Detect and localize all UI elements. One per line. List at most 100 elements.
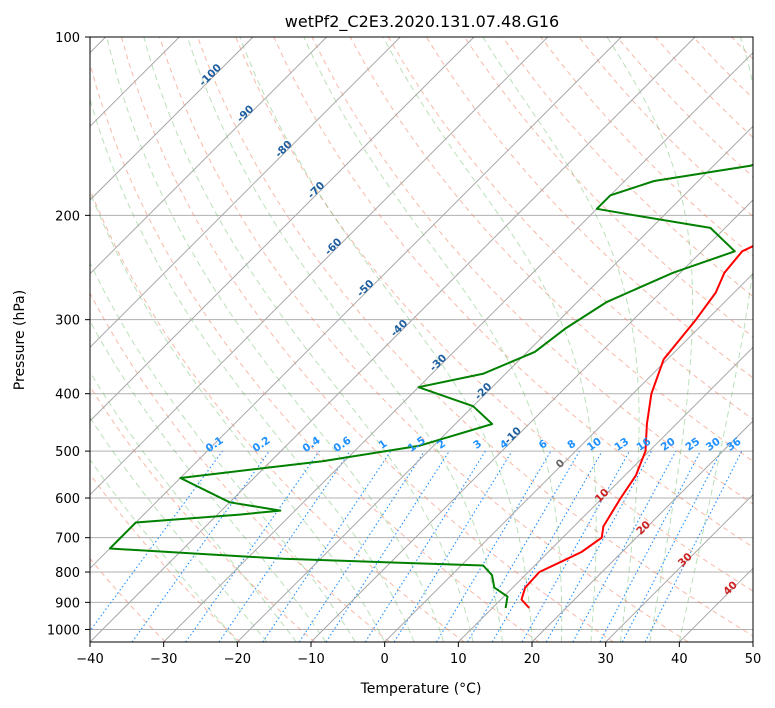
dry-adiabat xyxy=(90,292,390,642)
isotherm-label: -50 xyxy=(355,278,377,300)
isotherm-line xyxy=(752,641,753,642)
mixing-ratio-line xyxy=(185,450,320,642)
mixing-ratio-line xyxy=(262,450,392,642)
moist-adiabat xyxy=(90,261,356,642)
moist-adiabat xyxy=(90,458,238,642)
y-tick-label: 100 xyxy=(55,31,80,46)
isotherm-line xyxy=(605,493,753,642)
grid-layer xyxy=(90,37,753,630)
dry-adiabat xyxy=(90,188,465,642)
moist-adiabat xyxy=(187,37,503,642)
moist-adiabat xyxy=(106,37,445,642)
dry-adiabat xyxy=(120,37,614,642)
mixing-ratio-line xyxy=(467,450,580,642)
dry-adiabat xyxy=(90,473,241,642)
mixing-ratio-line xyxy=(572,450,677,642)
x-tick-label: 30 xyxy=(597,652,614,667)
mixing-ratio-line xyxy=(218,450,351,642)
warm-isotherm-label: 20 xyxy=(634,519,653,538)
mixing-ratio-label: 0.6 xyxy=(331,434,353,455)
isotherm-label: -20 xyxy=(473,381,495,403)
warm-isotherm-label: 0 xyxy=(554,457,568,471)
y-tick-label: 1000 xyxy=(47,623,80,638)
isotherm-line xyxy=(90,37,401,349)
dewpoint-profile-line xyxy=(108,163,753,609)
mixing-ratio-label: 8 xyxy=(565,438,578,452)
dry-adiabat xyxy=(502,37,753,298)
plot-area: 0.1 0.2 0.4 0.6 1 1.5 2 3 4 6 8 10 13 16 20 25 30 36-100-… xyxy=(90,37,775,642)
chart-title: wetPf2_C2E3.2020.131.07.48.G16 xyxy=(285,12,559,32)
dry-adiabat xyxy=(311,37,753,505)
isotherm-line xyxy=(90,37,696,642)
mixing-ratio-line xyxy=(644,450,743,642)
y-axis-label: Pressure (hPa) xyxy=(12,290,28,390)
y-tick-label: 600 xyxy=(55,492,80,507)
dry-adiabat xyxy=(273,37,753,548)
y-tick-label: 900 xyxy=(55,596,80,611)
moist-adiabat xyxy=(482,37,640,642)
x-tick-label: 10 xyxy=(450,652,467,667)
mixing-ratio-label: 1.5 xyxy=(406,434,428,455)
line-labels: 0.1 0.2 0.4 0.6 1 1.5 2 3 4 6 8 10 13 16 20 25 30 36-100-… xyxy=(197,62,744,598)
mixing-ratio-label: 3 xyxy=(471,438,484,452)
isotherm-label: -80 xyxy=(273,138,295,160)
dry-adiabat xyxy=(464,37,753,338)
moist-adiabat xyxy=(90,416,268,642)
y-tick-label: 800 xyxy=(55,566,80,581)
moist-adiabat xyxy=(606,37,694,642)
x-axis-label: Temperature (°C) xyxy=(360,681,482,697)
dry-adiabat xyxy=(770,37,775,642)
temperature-profile-line xyxy=(520,244,753,609)
isotherm-label: -30 xyxy=(427,352,449,374)
isotherm-label: -100 xyxy=(197,62,224,89)
x-tick-label: −40 xyxy=(76,652,103,667)
x-tick-label: −20 xyxy=(224,652,251,667)
moist-adiabat xyxy=(143,37,474,642)
isotherm-label: -60 xyxy=(323,236,345,258)
isotherm-line xyxy=(90,37,328,275)
isotherm-label: -70 xyxy=(305,179,327,201)
y-axis: 100 200 300 400 500 600 700 800 900 1000 xyxy=(47,31,90,638)
plot-frame xyxy=(89,36,754,643)
mixing-ratio-line xyxy=(393,450,513,642)
isotherm-line xyxy=(90,37,549,496)
isotherm-label: -40 xyxy=(388,318,410,340)
isotherm-line xyxy=(310,199,753,642)
dry-adiabat xyxy=(159,37,689,642)
dry-adiabat xyxy=(90,62,540,642)
dry-adiabat xyxy=(578,37,753,218)
y-tick-label: 300 xyxy=(55,314,80,329)
dry-adiabat xyxy=(90,385,316,642)
x-tick-label: 50 xyxy=(745,652,762,667)
mixing-ratio-line xyxy=(491,450,603,642)
mixing-ratio-lines xyxy=(90,450,743,642)
mixing-ratio-line xyxy=(435,450,552,642)
mixing-ratio-label: 6 xyxy=(537,438,550,452)
profiles xyxy=(108,163,753,609)
isotherm-line xyxy=(236,125,753,642)
isotherm-line xyxy=(90,37,475,422)
x-tick-label: −10 xyxy=(297,652,324,667)
dry-adiabat xyxy=(692,37,753,99)
y-tick-label: 700 xyxy=(55,532,80,547)
warm-isotherm-label: 30 xyxy=(676,551,695,570)
y-tick-label: 400 xyxy=(55,388,80,403)
moist-adiabat xyxy=(303,37,563,642)
moist-adiabat xyxy=(90,190,386,642)
moist-adiabat xyxy=(239,37,533,642)
mixing-ratio-line xyxy=(521,450,630,642)
y-tick-label: 200 xyxy=(55,209,80,224)
moist-adiabat xyxy=(678,37,753,642)
mixing-ratio-line xyxy=(90,450,223,632)
moist-adiabat xyxy=(90,320,327,642)
dry-adiabat xyxy=(654,37,753,139)
dry-adiabat xyxy=(425,37,753,379)
mixing-ratio-label: 0.2 xyxy=(250,434,272,455)
isotherm-line xyxy=(90,37,622,570)
x-axis: −40 −30 −20 −10 0 10 20 30 40 50 xyxy=(76,642,761,667)
isotherm-line xyxy=(163,51,753,642)
dry-adiabats xyxy=(90,37,775,642)
mixing-ratio-line xyxy=(325,450,450,642)
mixing-ratio-line xyxy=(364,450,486,642)
